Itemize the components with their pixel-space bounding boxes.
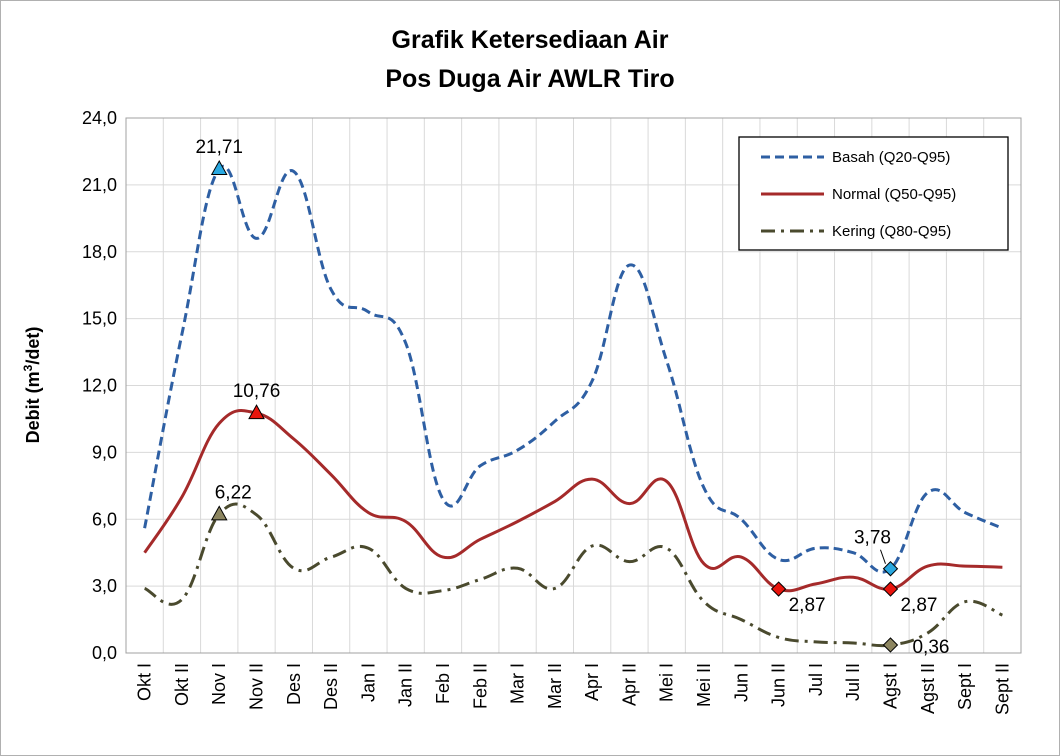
x-tick-label: Mei II <box>694 663 714 707</box>
y-tick-label: 18,0 <box>82 242 117 262</box>
x-tick-label: Mei I <box>657 663 677 702</box>
grid <box>126 117 1021 654</box>
x-tick-label: Agst II <box>918 663 938 714</box>
y-tick-label: 12,0 <box>82 376 117 396</box>
x-axis-ticks: Okt I Okt II Nov I Nov II Des I Des II Jan I Ja… <box>135 663 1013 715</box>
y-tick-label: 6,0 <box>92 509 117 529</box>
x-tick-label: Agst I <box>880 663 900 709</box>
series-lines <box>143 164 1004 648</box>
y-axis-label: Debit (m3/det) <box>21 327 43 444</box>
y-tick-label: 15,0 <box>82 309 117 329</box>
x-tick-label: Sept II <box>992 663 1012 715</box>
y-axis-label-main: Debit (m <box>23 371 43 443</box>
diamond-marker <box>770 581 787 597</box>
chart-title-line1: Grafik Ketersediaan Air <box>392 26 669 54</box>
y-tick-label: 3,0 <box>92 576 117 596</box>
data-label: 0,36 <box>912 637 949 658</box>
series-line-kering <box>143 502 1004 648</box>
x-tick-label: Feb I <box>433 663 453 704</box>
x-tick-label: Des II <box>321 663 341 710</box>
legend-label-basah: Basah (Q20-Q95) <box>832 149 950 166</box>
diamond-marker <box>882 637 899 653</box>
x-tick-label: Jan I <box>358 663 378 702</box>
x-tick-label: Jun II <box>769 663 789 707</box>
y-tick-label: 0,0 <box>92 643 117 663</box>
triangle-marker <box>210 160 228 176</box>
y-tick-label: 24,0 <box>82 108 117 128</box>
y-axis-ticks: 0,0 3,0 6,0 9,0 12,0 15,0 18,0 21,0 24,0 <box>82 108 117 663</box>
legend-label-normal: Normal (Q50-Q95) <box>832 186 956 203</box>
triangle-marker <box>248 404 265 420</box>
series-line-normal <box>143 409 1003 593</box>
annotation-leader-line <box>880 549 886 564</box>
x-tick-label: Nov I <box>209 663 229 705</box>
data-label: 6,22 <box>215 482 252 503</box>
x-tick-label: Jun I <box>731 663 751 702</box>
data-label: 3,78 <box>854 528 891 549</box>
y-tick-label: 9,0 <box>92 442 117 462</box>
chart-title-line2: Pos Duga Air AWLR Tiro <box>385 65 674 93</box>
x-tick-label: Okt II <box>172 663 192 706</box>
data-label: 2,87 <box>900 595 937 616</box>
data-label: 2,87 <box>789 595 826 616</box>
diamond-marker <box>882 561 899 577</box>
data-label: 10,76 <box>233 381 281 402</box>
y-axis-label-sup: 3 <box>21 364 35 371</box>
x-tick-label: Jul II <box>843 663 863 701</box>
data-label: 21,71 <box>195 137 243 158</box>
x-tick-label: Apr II <box>619 663 639 706</box>
x-tick-label: Feb II <box>470 663 490 709</box>
plot-area-border <box>125 117 1022 654</box>
legend-label-kering: Kering (Q80-Q95) <box>832 223 951 240</box>
x-tick-label: Des I <box>284 663 304 705</box>
data-markers: 21,71 10,76 6,22 3,78 2,87 2,87 0,36 <box>195 137 949 658</box>
y-axis-label-tail: /det) <box>23 327 43 365</box>
x-tick-label: Apr I <box>582 663 602 701</box>
x-tick-label: Mar II <box>545 663 565 709</box>
diamond-marker <box>882 581 899 597</box>
x-tick-label: Nov II <box>247 663 267 710</box>
x-tick-label: Mar I <box>508 663 528 704</box>
series-line-basah <box>143 164 1003 574</box>
x-tick-label: Jan II <box>396 663 416 707</box>
x-tick-label: Okt I <box>135 663 155 701</box>
y-tick-label: 21,0 <box>82 175 117 195</box>
legend: Basah (Q20-Q95) Normal (Q50-Q95) Kering (Q… <box>738 136 1009 251</box>
triangle-marker <box>210 505 228 521</box>
x-tick-label: Jul I <box>806 663 826 696</box>
x-tick-label: Sept I <box>955 663 975 710</box>
